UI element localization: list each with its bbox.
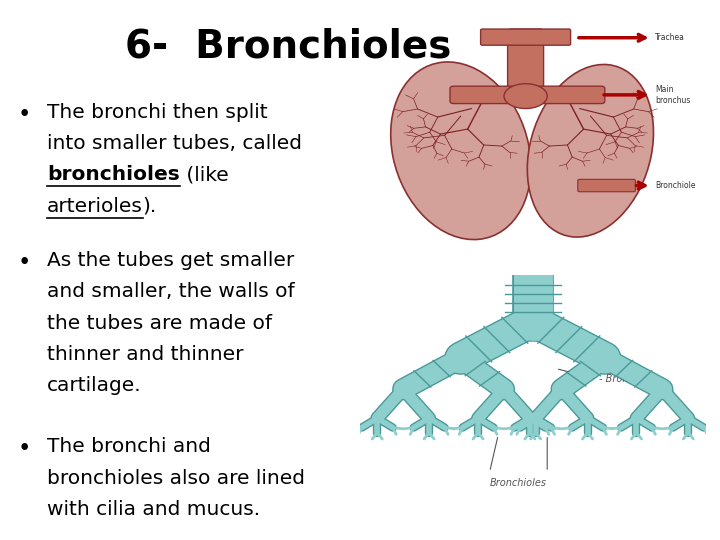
Text: •: • xyxy=(18,437,32,461)
Text: Bronchioles: Bronchioles xyxy=(490,478,547,488)
Text: Trachea: Trachea xyxy=(655,33,685,42)
Text: •: • xyxy=(18,103,32,126)
FancyBboxPatch shape xyxy=(508,29,544,89)
FancyBboxPatch shape xyxy=(481,29,571,45)
Text: •: • xyxy=(18,251,32,274)
FancyBboxPatch shape xyxy=(526,86,605,104)
Text: (like: (like xyxy=(179,165,228,184)
Text: bronchioles: bronchioles xyxy=(47,165,179,184)
Text: with cilia and mucus.: with cilia and mucus. xyxy=(47,500,260,519)
Ellipse shape xyxy=(527,64,654,237)
Text: into smaller tubes, called: into smaller tubes, called xyxy=(47,134,302,153)
FancyBboxPatch shape xyxy=(577,179,636,192)
Text: the tubes are made of: the tubes are made of xyxy=(47,314,272,333)
Text: ).: ). xyxy=(143,197,157,215)
Text: and smaller, the walls of: and smaller, the walls of xyxy=(47,282,294,301)
Text: The bronchi and: The bronchi and xyxy=(47,437,211,456)
Text: The bronchi then split: The bronchi then split xyxy=(47,103,267,122)
Ellipse shape xyxy=(504,84,547,109)
Ellipse shape xyxy=(391,62,531,240)
Text: cartilage.: cartilage. xyxy=(47,376,141,395)
FancyBboxPatch shape xyxy=(450,86,522,104)
Text: bronchioles also are lined: bronchioles also are lined xyxy=(47,469,305,488)
Text: Bronchiole: Bronchiole xyxy=(655,181,696,190)
Text: Main
bronchus: Main bronchus xyxy=(655,85,690,105)
Text: As the tubes get smaller: As the tubes get smaller xyxy=(47,251,294,270)
Text: - Bronchi: - Bronchi xyxy=(599,374,643,384)
Text: 6-  Bronchioles: 6- Bronchioles xyxy=(125,27,451,65)
Text: thinner and thinner: thinner and thinner xyxy=(47,345,243,364)
Text: arterioles: arterioles xyxy=(47,197,143,215)
